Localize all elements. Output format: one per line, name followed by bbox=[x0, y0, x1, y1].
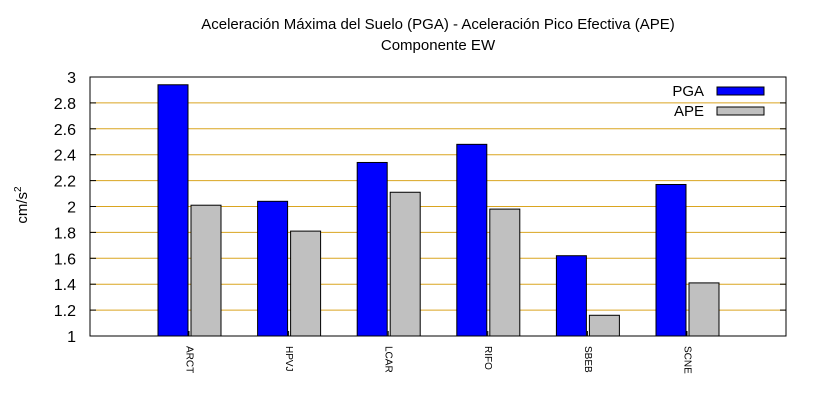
bar-pga-rifo bbox=[456, 143, 488, 337]
chart-title: Aceleración Máxima del Suelo (PGA) - Ace… bbox=[201, 16, 675, 33]
legend-swatch-ape bbox=[716, 106, 765, 116]
plot-frame bbox=[89, 76, 787, 337]
y-tick-label: 2.2 bbox=[54, 174, 76, 191]
legend-label-ape: APE bbox=[674, 103, 704, 120]
y-tick-label: 2 bbox=[67, 200, 76, 217]
bar-pga-arct bbox=[157, 84, 189, 337]
bar-pga-lcar bbox=[356, 161, 388, 337]
bar-pga-hpvj bbox=[257, 200, 289, 337]
y-tick-label: 2.6 bbox=[54, 122, 76, 139]
bar-ape-sbeb bbox=[588, 314, 620, 337]
bar-pga-scne bbox=[655, 183, 687, 337]
chart-subtitle: Componente EW bbox=[380, 37, 496, 54]
y-tick-label: 1 bbox=[67, 329, 76, 346]
bar-ape-arct bbox=[190, 204, 222, 337]
bar-ape-rifo bbox=[489, 208, 521, 337]
y-tick-label: 2.8 bbox=[54, 96, 76, 113]
y-tick-label: 2.4 bbox=[54, 148, 76, 165]
legend-swatch-pga bbox=[716, 86, 765, 96]
x-tick-label-arct: ARCT bbox=[183, 346, 194, 373]
bar-pga-sbeb bbox=[555, 255, 587, 337]
bar-ape-lcar bbox=[389, 191, 421, 337]
x-tick-label-hpvj: HPVJ bbox=[283, 346, 294, 372]
y-tick-label: 3 bbox=[67, 70, 76, 87]
x-tick-label-sbeb: SBEB bbox=[582, 346, 593, 373]
y-tick-label: 1.6 bbox=[54, 251, 76, 268]
x-tick-label-rifo: RIFO bbox=[482, 346, 493, 370]
x-tick-label-lcar: LCAR bbox=[383, 346, 394, 373]
bar-ape-hpvj bbox=[290, 230, 322, 337]
legend-label-pga: PGA bbox=[672, 83, 704, 100]
y-tick-label: 1.4 bbox=[54, 277, 76, 294]
y-tick-label: 1.8 bbox=[54, 225, 76, 242]
bar-ape-scne bbox=[688, 282, 720, 337]
x-tick-label-scne: SCNE bbox=[681, 346, 692, 374]
y-tick-label: 1.2 bbox=[54, 303, 76, 320]
